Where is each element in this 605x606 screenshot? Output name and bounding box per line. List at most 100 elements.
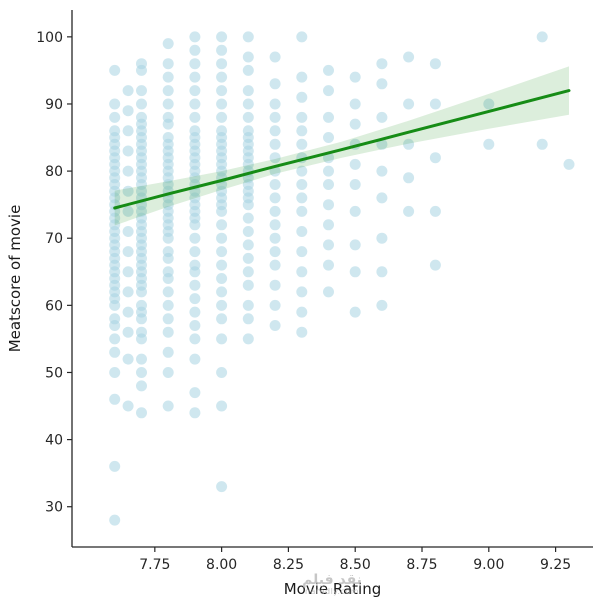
scatter-point bbox=[242, 299, 254, 311]
scatter-point bbox=[216, 367, 228, 378]
scatter-point bbox=[349, 118, 361, 130]
scatter-point bbox=[216, 31, 228, 43]
scatter-point bbox=[189, 31, 201, 43]
x-tick-label: 8.00 bbox=[206, 557, 237, 573]
scatter-point bbox=[136, 299, 147, 311]
scatter-point bbox=[376, 78, 388, 90]
scatter-point bbox=[242, 266, 254, 278]
scatter-point bbox=[403, 205, 415, 217]
y-tick-label: 40 bbox=[45, 433, 63, 449]
scatter-point bbox=[323, 179, 334, 190]
scatter-point bbox=[269, 138, 281, 150]
scatter-point bbox=[122, 125, 134, 137]
scatter-point bbox=[136, 380, 147, 392]
x-tick-label: 7.75 bbox=[139, 557, 170, 573]
x-axis-label: Movie Rating bbox=[284, 580, 382, 598]
scatter-point bbox=[216, 44, 228, 56]
scatter-point bbox=[269, 320, 281, 331]
scatter-point bbox=[109, 460, 121, 472]
scatter-point bbox=[216, 273, 228, 284]
scatter-point bbox=[429, 58, 441, 70]
scatter-point bbox=[296, 125, 308, 137]
scatter-point bbox=[162, 266, 174, 278]
scatter-point bbox=[323, 286, 334, 298]
scatter-point bbox=[349, 71, 361, 83]
scatter-point bbox=[162, 58, 174, 70]
y-tick-label: 70 bbox=[45, 231, 63, 247]
scatter-point bbox=[109, 393, 121, 405]
scatter-point bbox=[136, 353, 147, 365]
scatter-point bbox=[162, 38, 174, 50]
scatter-point bbox=[376, 232, 388, 244]
x-tick-label: 9.00 bbox=[473, 557, 504, 573]
scatter-point bbox=[162, 246, 174, 258]
scatter-point bbox=[162, 346, 174, 358]
scatter-point bbox=[162, 132, 174, 143]
scatter-point bbox=[376, 192, 388, 204]
scatter-point bbox=[349, 239, 361, 251]
scatter-point bbox=[429, 205, 441, 217]
scatter-point bbox=[162, 367, 174, 378]
scatter-point bbox=[109, 367, 121, 378]
scatter-point bbox=[242, 51, 254, 63]
scatter-point bbox=[136, 98, 147, 110]
scatter-point bbox=[323, 165, 334, 177]
scatter-point bbox=[162, 299, 174, 311]
scatter-point bbox=[189, 111, 201, 123]
scatter-point bbox=[269, 111, 281, 123]
scatter-point bbox=[189, 58, 201, 70]
scatter-point bbox=[296, 205, 308, 217]
scatter-point bbox=[403, 172, 415, 184]
scatter-point bbox=[122, 165, 134, 177]
scatter-point bbox=[296, 138, 308, 150]
scatter-point bbox=[269, 259, 281, 271]
scatter-point bbox=[242, 125, 254, 137]
scatter-point bbox=[242, 252, 254, 264]
x-tick-label: 8.25 bbox=[273, 557, 304, 573]
scatter-point bbox=[242, 212, 254, 224]
scatter-point bbox=[323, 239, 334, 251]
scatter-point bbox=[189, 407, 201, 419]
scatter-point bbox=[376, 138, 388, 150]
scatter-point bbox=[122, 286, 134, 298]
scatter-point bbox=[349, 98, 361, 110]
scatter-point bbox=[242, 111, 254, 123]
scatter-point bbox=[242, 31, 254, 43]
x-tick-label: 8.75 bbox=[406, 557, 437, 573]
scatter-point bbox=[323, 85, 334, 97]
scatter-point bbox=[349, 266, 361, 278]
scatter-point bbox=[323, 259, 334, 271]
scatter-point bbox=[242, 64, 254, 76]
scatter-point bbox=[269, 246, 281, 258]
scatter-point bbox=[296, 266, 308, 278]
scatter-point bbox=[296, 306, 308, 318]
y-tick-label: 80 bbox=[45, 164, 63, 180]
scatter-point bbox=[269, 125, 281, 137]
scatter-point bbox=[323, 219, 334, 231]
x-tick-label: 8.50 bbox=[340, 557, 371, 573]
scatter-point bbox=[189, 85, 201, 97]
scatter-point bbox=[122, 246, 134, 258]
scatter-point bbox=[189, 293, 201, 305]
scatter-point bbox=[189, 306, 201, 318]
scatter-point bbox=[296, 286, 308, 298]
scatter-point bbox=[483, 98, 495, 110]
scatter-point bbox=[296, 226, 308, 237]
scatter-point bbox=[122, 185, 134, 197]
scatter-point bbox=[162, 286, 174, 298]
scatter-point bbox=[242, 313, 254, 325]
scatter-point bbox=[162, 326, 174, 338]
scatter-point bbox=[269, 232, 281, 244]
scatter-point bbox=[269, 279, 281, 291]
scatter-point bbox=[323, 64, 334, 76]
scatter-point bbox=[242, 239, 254, 251]
scatter-point bbox=[216, 246, 228, 258]
x-tick-label: 9.25 bbox=[540, 557, 571, 573]
scatter-point bbox=[242, 333, 254, 345]
scatter-point bbox=[136, 85, 147, 97]
scatter-point bbox=[216, 481, 228, 493]
scatter-point bbox=[216, 71, 228, 83]
scatter-point bbox=[349, 158, 361, 170]
scatter-point bbox=[122, 306, 134, 318]
